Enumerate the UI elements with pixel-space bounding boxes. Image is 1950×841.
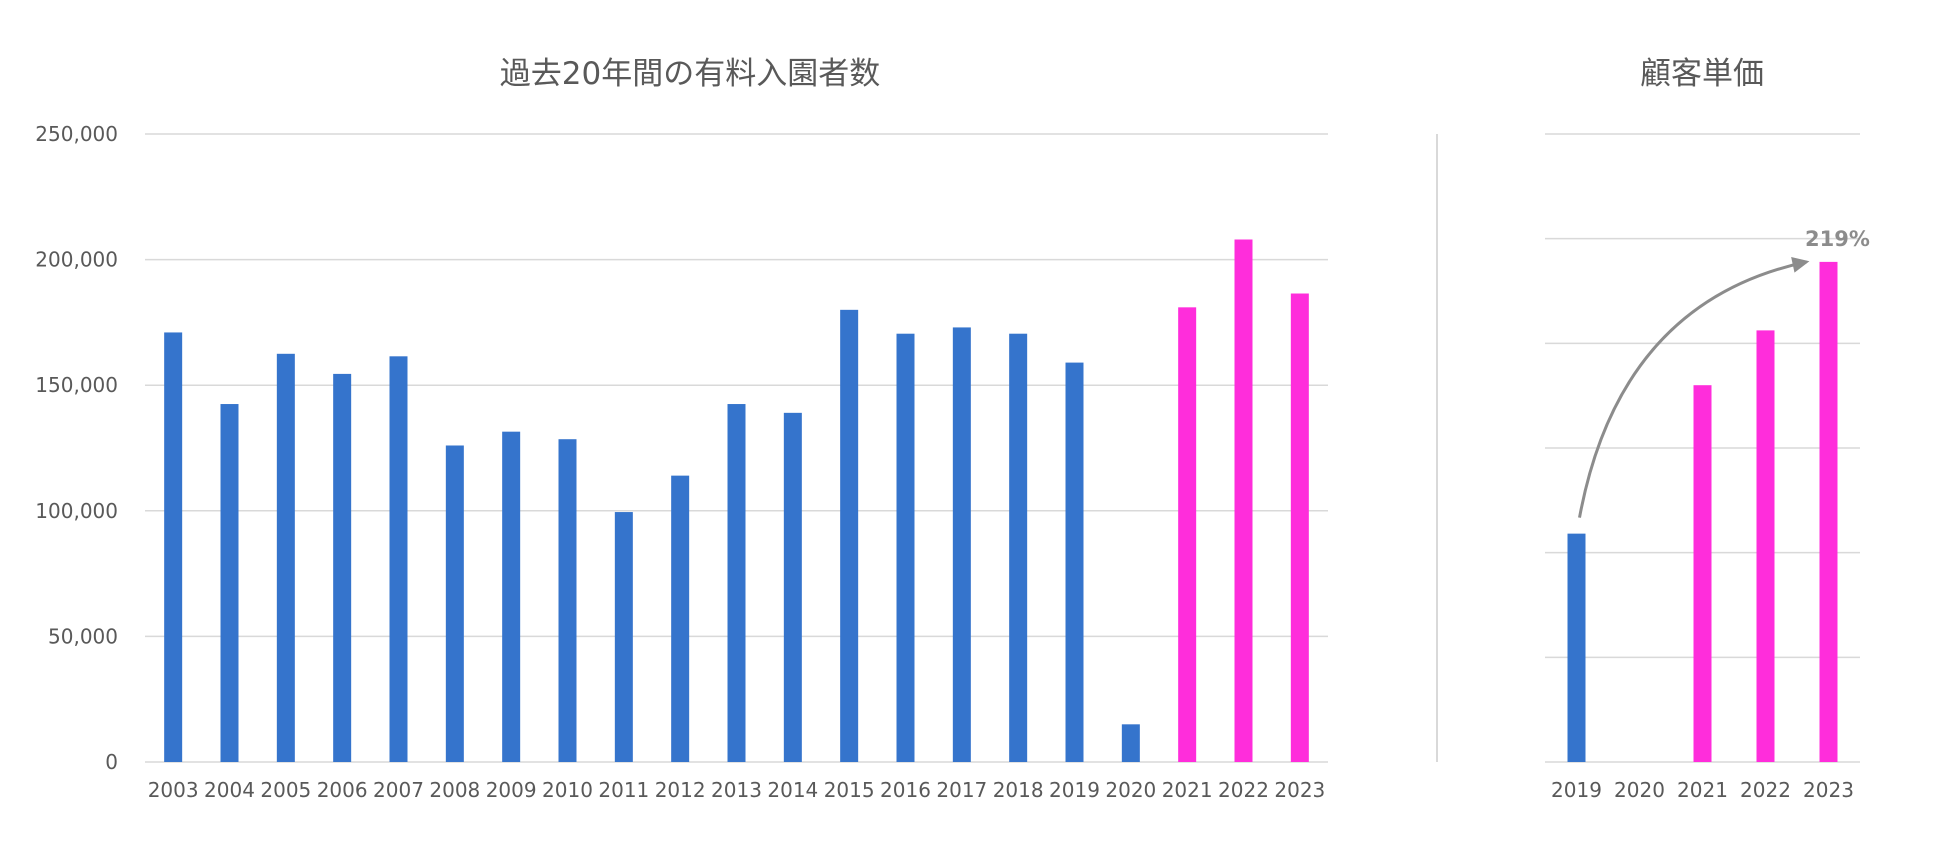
x-tick-label: 2023: [1274, 778, 1325, 802]
x-tick-label: 2018: [993, 778, 1044, 802]
x-tick-label: 2023: [1803, 778, 1854, 802]
x-tick-label: 2010: [542, 778, 593, 802]
bar-2019: [1567, 533, 1586, 762]
chart1-x-axis: 2003 2004 2005 2006 2007 2008 2009 2010 2011 2012…: [148, 778, 1326, 802]
x-tick-label: 2020: [1105, 778, 1156, 802]
chart2-x-axis: 2019 2020 2021 2022 2023: [1551, 778, 1854, 802]
bar-2023: [1290, 293, 1309, 762]
chart2-title: 顧客単価: [1640, 56, 1764, 92]
bar-2006: [333, 373, 352, 762]
x-tick-label: 2011: [598, 778, 649, 802]
chart1-y-axis: 0 50,000 100,000 150,000 200,000 250,000: [35, 122, 118, 774]
x-tick-label: 2022: [1218, 778, 1269, 802]
bar-2005: [276, 353, 295, 762]
x-tick-label: 2021: [1677, 778, 1728, 802]
growth-label: 219%: [1805, 227, 1870, 251]
bar-2022: [1234, 239, 1253, 762]
bar-2020: [1121, 724, 1140, 762]
bar-2009: [502, 431, 521, 762]
bar-2018: [1009, 333, 1028, 762]
bar-2004: [220, 404, 239, 762]
x-tick-label: 2020: [1614, 778, 1665, 802]
bar-2011: [614, 512, 633, 762]
y-tick-label: 100,000: [35, 499, 118, 523]
bar-2008: [445, 445, 464, 762]
bar-2012: [671, 475, 690, 762]
y-tick-label: 50,000: [48, 624, 118, 648]
arrow-head-icon: [1791, 256, 1810, 273]
bar-2021: [1178, 307, 1197, 762]
x-tick-label: 2004: [204, 778, 255, 802]
x-tick-label: 2005: [260, 778, 311, 802]
x-tick-label: 2014: [767, 778, 818, 802]
growth-arrow: [1578, 260, 1807, 518]
x-tick-label: 2003: [148, 778, 199, 802]
bar-2021: [1693, 385, 1712, 762]
bar-2016: [896, 333, 915, 762]
bar-2003: [164, 332, 183, 762]
x-tick-label: 2008: [429, 778, 480, 802]
chart1-bars: [164, 239, 1309, 762]
bar-2014: [783, 412, 802, 762]
chart1-title: 過去20年間の有料入園者数: [500, 56, 880, 92]
bar-2015: [840, 309, 859, 762]
x-tick-label: 2016: [880, 778, 931, 802]
x-tick-label: 2021: [1162, 778, 1213, 802]
chart2-annotation: 219%: [1578, 227, 1870, 518]
y-tick-label: 200,000: [35, 248, 118, 272]
x-tick-label: 2019: [1049, 778, 1100, 802]
x-tick-label: 2006: [317, 778, 368, 802]
x-tick-label: 2019: [1551, 778, 1602, 802]
x-tick-label: 2015: [824, 778, 875, 802]
y-tick-label: 150,000: [35, 373, 118, 397]
bar-2017: [952, 327, 971, 762]
bar-2013: [727, 404, 746, 762]
x-tick-label: 2009: [486, 778, 537, 802]
bar-2010: [558, 439, 577, 762]
x-tick-label: 2017: [936, 778, 987, 802]
x-tick-label: 2013: [711, 778, 762, 802]
bar-2023: [1819, 261, 1838, 762]
bar-2007: [389, 356, 408, 762]
y-tick-label: 0: [105, 750, 118, 774]
bar-2022: [1756, 330, 1775, 762]
x-tick-label: 2007: [373, 778, 424, 802]
bar-2019: [1065, 362, 1084, 762]
x-tick-label: 2022: [1740, 778, 1791, 802]
y-tick-label: 250,000: [35, 122, 118, 146]
x-tick-label: 2012: [655, 778, 706, 802]
chart2-bars: [1567, 261, 1838, 762]
